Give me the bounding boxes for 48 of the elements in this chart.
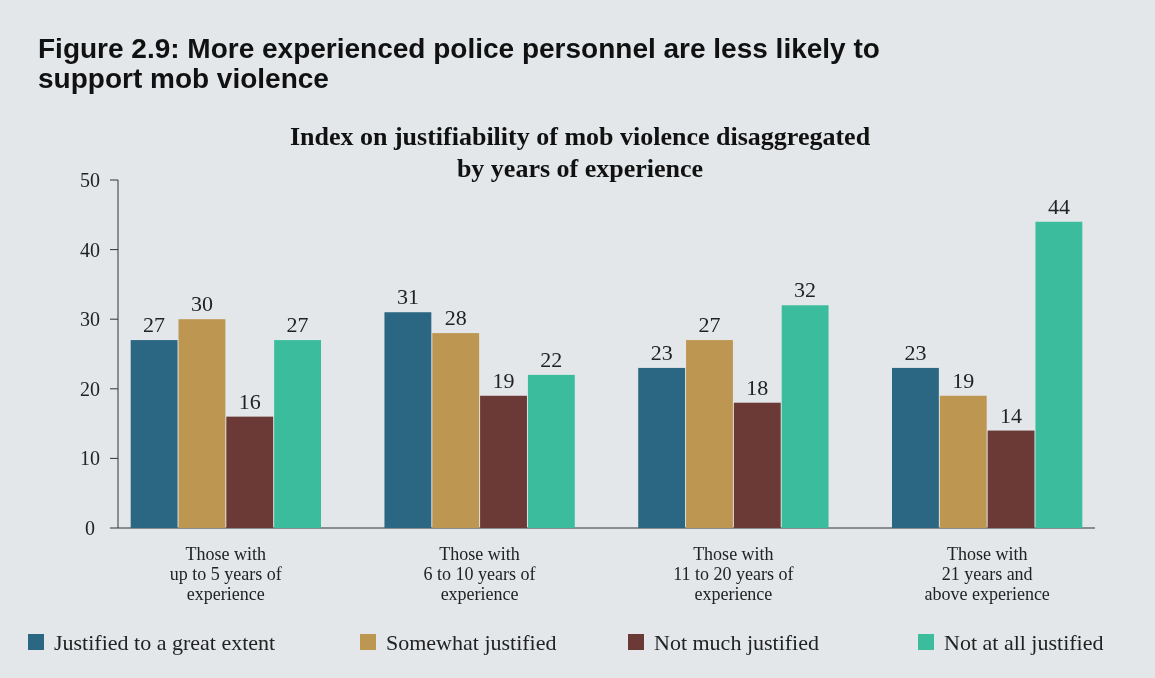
y-tick-label: 10 bbox=[80, 447, 100, 470]
data-label: 23 bbox=[650, 339, 673, 365]
bar bbox=[686, 340, 733, 528]
y-tick-label: 30 bbox=[80, 308, 100, 331]
y-tick-label: 20 bbox=[80, 377, 100, 400]
data-label: 30 bbox=[190, 291, 213, 317]
bar bbox=[733, 402, 781, 528]
data-label: 16 bbox=[238, 388, 261, 414]
chart-title: Figure 2.9: More experienced police personnel are less likely to support mob violence bbox=[38, 33, 880, 94]
bar bbox=[384, 312, 432, 528]
data-label: 28 bbox=[444, 305, 467, 331]
data-label: 18 bbox=[746, 374, 769, 400]
data-label: 23 bbox=[904, 339, 927, 365]
y-tick-label: 40 bbox=[80, 238, 100, 261]
x-tick-label: Those with 21 years and above experience bbox=[924, 544, 1050, 604]
x-tick-label: Those with 11 to 20 years of experience bbox=[673, 544, 794, 604]
bar bbox=[781, 305, 829, 528]
bar bbox=[638, 367, 686, 528]
data-label: 19 bbox=[492, 367, 515, 393]
x-tick-label: Those with 6 to 10 years of experience bbox=[423, 544, 536, 604]
bar bbox=[178, 319, 226, 528]
bar bbox=[432, 333, 480, 528]
legend-label: Somewhat justified bbox=[386, 630, 557, 655]
data-label: 32 bbox=[794, 277, 817, 303]
bar bbox=[939, 395, 987, 528]
data-label: 44 bbox=[1047, 193, 1070, 219]
legend-label: Justified to a great extent bbox=[54, 630, 276, 655]
bar bbox=[527, 374, 575, 528]
bar bbox=[891, 367, 939, 528]
chart-subtitle: Index on justifiability of mob violence disaggregated by years of experience bbox=[289, 122, 871, 183]
data-label: 31 bbox=[396, 284, 419, 310]
y-tick-label: 50 bbox=[80, 169, 100, 191]
data-label: 27 bbox=[143, 312, 166, 338]
legend-label: Not at all justified bbox=[944, 630, 1104, 655]
x-tick-label: Those with up to 5 years of experience bbox=[169, 544, 282, 604]
bar bbox=[987, 430, 1035, 528]
bar bbox=[1035, 221, 1083, 528]
bar bbox=[274, 340, 322, 528]
data-label: 19 bbox=[952, 367, 975, 393]
data-label: 14 bbox=[1000, 402, 1023, 428]
bar bbox=[226, 416, 274, 528]
bar bbox=[480, 395, 527, 528]
y-tick-label: 0 bbox=[85, 517, 95, 539]
data-label: 27 bbox=[286, 312, 309, 338]
data-label: 27 bbox=[698, 312, 721, 338]
data-label: 22 bbox=[540, 346, 563, 372]
bar bbox=[130, 340, 178, 528]
legend-label: Not much justified bbox=[654, 630, 819, 655]
